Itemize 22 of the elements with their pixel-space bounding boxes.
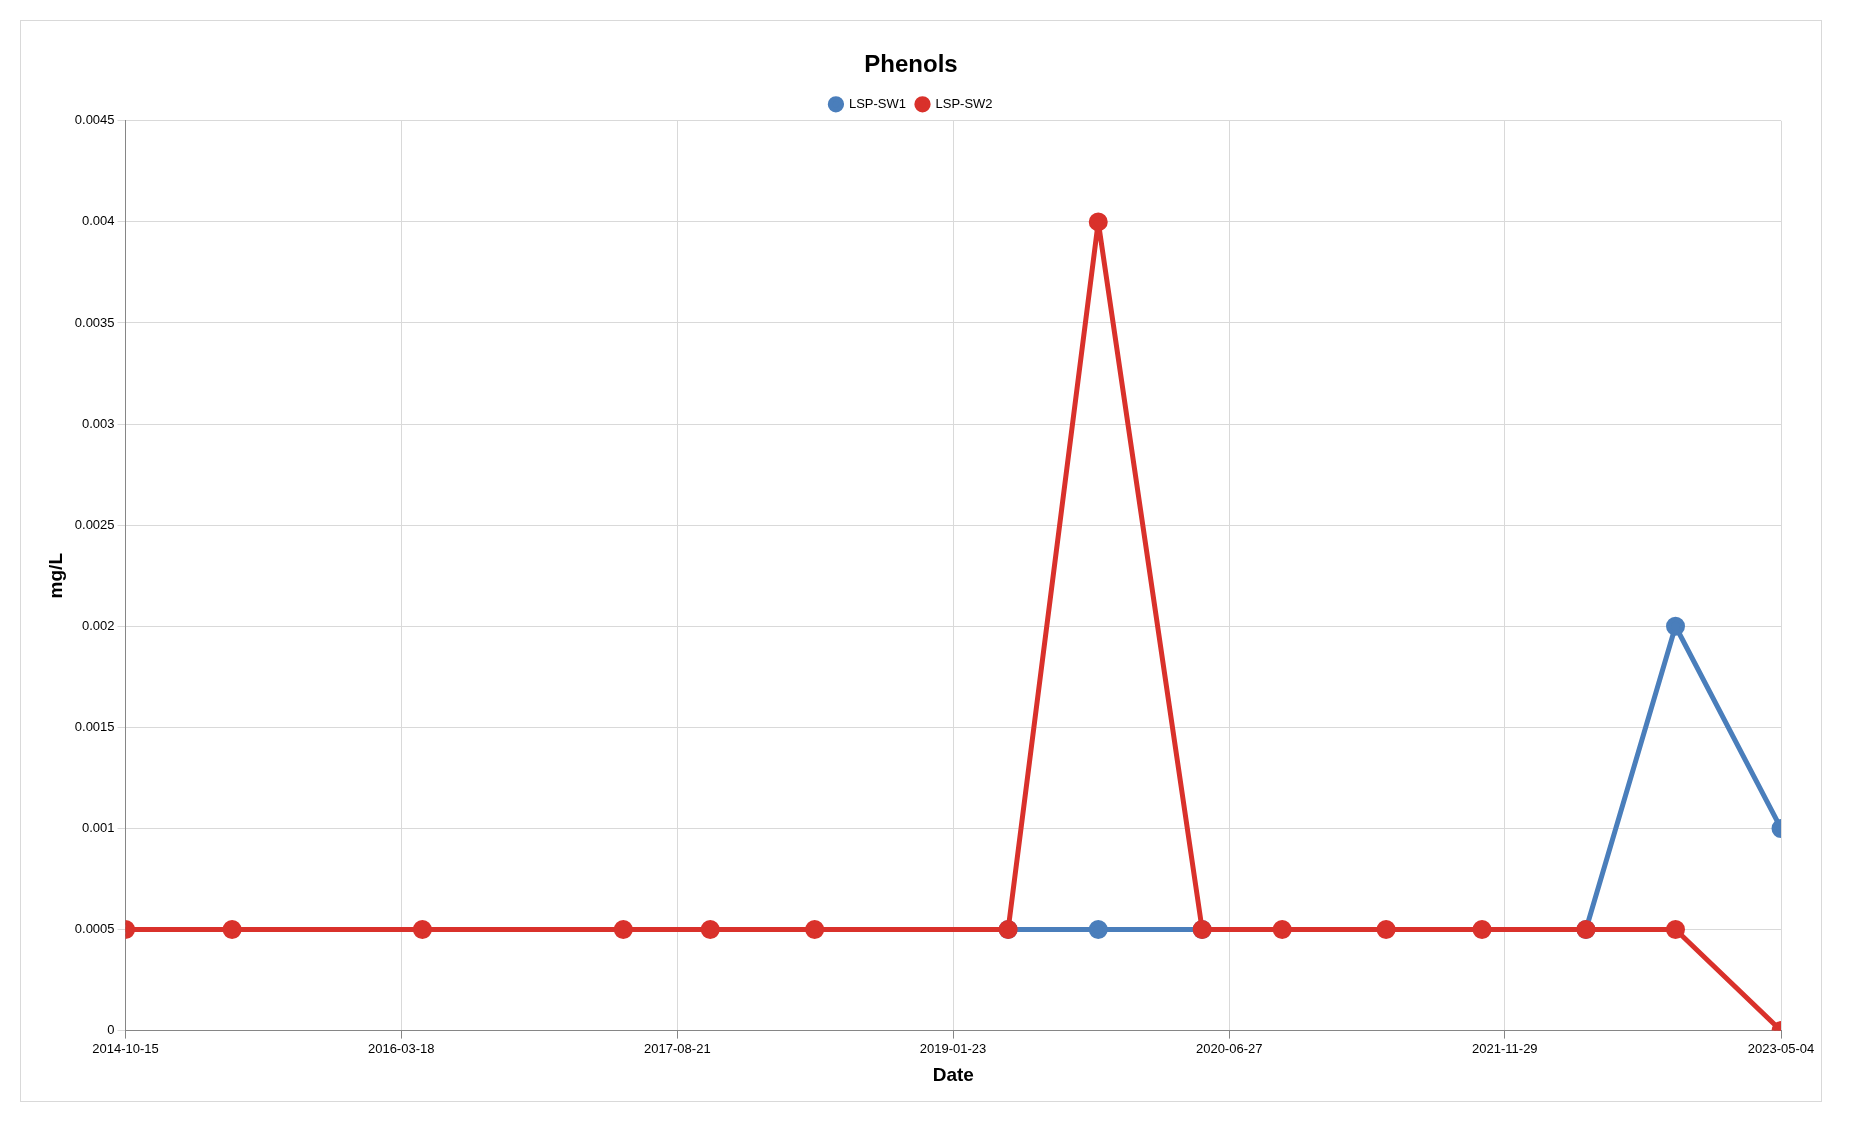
y-tick-label: 0.0035 — [74, 314, 115, 330]
x-axis-title: Date — [932, 1063, 974, 1085]
legend-label: LSP-SW2 — [935, 95, 993, 111]
x-tick-label: 2016-03-18 — [367, 1040, 435, 1056]
chart-title: Phenols — [864, 50, 958, 78]
y-tick-label: 0 — [107, 1022, 115, 1038]
y-tick-label: 0.0045 — [74, 112, 115, 128]
x-tick-label: 2017-08-21 — [644, 1040, 711, 1056]
y-tick-label: 0.003 — [82, 415, 115, 431]
x-tick-label: 2020-06-27 — [1195, 1040, 1263, 1056]
x-tick-label: 2021-11-29 — [1472, 1040, 1538, 1056]
y-tick-label: 0.0015 — [74, 718, 115, 734]
x-tick-label: 2014-10-15 — [92, 1040, 159, 1056]
x-tick-label: 2023-05-04 — [1747, 1040, 1815, 1056]
y-tick-label: 0.004 — [82, 213, 115, 229]
y-axis-title: mg/L — [44, 552, 66, 599]
y-tick-label: 0.0025 — [74, 516, 115, 532]
y-tick-label: 0.0005 — [74, 921, 115, 937]
y-tick-label: 0.001 — [82, 820, 115, 835]
y-tick-label: 0.002 — [82, 617, 115, 633]
legend-label: LSP-SW1 — [848, 95, 907, 111]
x-tick-label: 2019-01-23 — [919, 1040, 987, 1056]
